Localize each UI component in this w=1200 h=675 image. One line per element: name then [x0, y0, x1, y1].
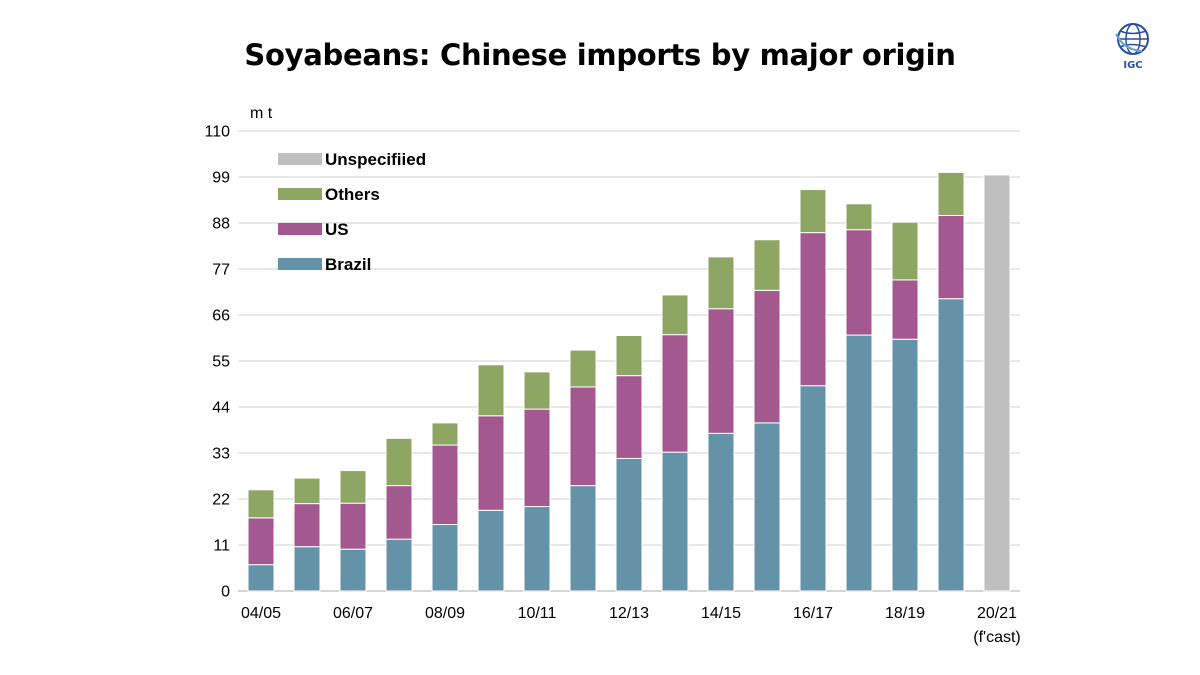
- y-tick-label: 0: [221, 584, 230, 601]
- bar-brazil: [477, 509, 505, 592]
- x-tick-label: 06/07: [333, 605, 373, 622]
- bar-others: [477, 364, 505, 417]
- bar-others: [247, 489, 275, 519]
- bar-others: [339, 470, 367, 504]
- bar-us: [753, 289, 781, 424]
- bar-brazil: [339, 548, 367, 592]
- legend-swatch-others: [278, 188, 322, 200]
- y-tick-label: 99: [212, 170, 230, 187]
- bar-others: [569, 349, 597, 388]
- igc-logo: IGC: [1115, 23, 1149, 71]
- bar-others: [753, 239, 781, 291]
- bar-us: [799, 232, 827, 387]
- legend-label-others: Others: [325, 185, 380, 204]
- bar-us: [523, 408, 551, 508]
- x-tick-label: 04/05: [241, 605, 281, 622]
- bar-brazil: [615, 457, 643, 592]
- bar-us: [477, 415, 505, 511]
- y-tick-label: 77: [212, 262, 230, 279]
- y-tick-label: 22: [212, 492, 230, 509]
- bar-brazil: [247, 564, 275, 592]
- bar-brazil: [569, 485, 597, 592]
- y-tick-label: 110: [204, 124, 230, 141]
- bar-others: [385, 437, 413, 487]
- bar-brazil: [293, 546, 321, 592]
- y-axis-unit-label: m t: [250, 105, 273, 122]
- bar-us: [431, 444, 459, 526]
- bar-brazil: [845, 334, 873, 592]
- bar-us: [569, 386, 597, 487]
- x-tick-label: 12/13: [609, 605, 649, 622]
- bar-brazil: [799, 385, 827, 592]
- x-tick-label: 08/09: [425, 605, 465, 622]
- bar-us: [845, 229, 873, 336]
- y-tick-label: 44: [212, 400, 230, 417]
- x-tick-label: 10/11: [518, 605, 557, 622]
- legend-label-brazil: Brazil: [325, 255, 371, 274]
- igc-globe-icon: [1115, 23, 1149, 55]
- bar-others: [937, 171, 965, 216]
- bar-brazil: [753, 422, 781, 592]
- bar-brazil: [385, 538, 413, 592]
- y-tick-label: 11: [213, 538, 230, 555]
- bar-us: [937, 214, 965, 300]
- legend-swatch-brazil: [278, 258, 322, 270]
- bar-brazil: [937, 298, 965, 592]
- bar-others: [523, 371, 551, 410]
- y-tick-label: 66: [212, 308, 230, 325]
- x-tick-label: 16/17: [793, 605, 833, 622]
- bar-brazil: [431, 524, 459, 592]
- bar-us: [661, 334, 689, 453]
- bar-others: [707, 256, 735, 310]
- x-tick-label: 18/19: [885, 605, 925, 622]
- bar-others: [293, 477, 321, 505]
- bar-us: [339, 502, 367, 550]
- bar-unspecifiied: [983, 174, 1011, 592]
- bar-others: [799, 189, 827, 234]
- y-tick-label: 55: [212, 354, 230, 371]
- legend-swatch-unspecifiied: [278, 153, 322, 165]
- legend-label-us: US: [325, 220, 349, 239]
- bar-us: [707, 308, 735, 434]
- bar-us: [247, 517, 275, 566]
- x-tick-label: 14/15: [701, 605, 741, 622]
- bar-others: [431, 422, 459, 446]
- bar-brazil: [891, 338, 919, 592]
- legend-label-unspecifiied: Unspecifiied: [325, 150, 426, 169]
- bar-others: [661, 294, 689, 336]
- igc-logo-text: IGC: [1123, 60, 1142, 71]
- bar-others: [891, 221, 919, 281]
- bar-brazil: [707, 432, 735, 592]
- bar-others: [615, 334, 643, 377]
- bar-us: [615, 375, 643, 459]
- x-tick-sublabel: (f'cast): [973, 629, 1021, 646]
- bar-brazil: [523, 506, 551, 592]
- bar-us: [891, 279, 919, 340]
- bar-us: [293, 503, 321, 548]
- legend-swatch-us: [278, 223, 322, 235]
- bar-others: [845, 203, 873, 231]
- y-tick-label: 88: [212, 216, 230, 233]
- bar-brazil: [661, 451, 689, 592]
- y-tick-label: 33: [212, 446, 230, 463]
- chart-title: Soyabeans: Chinese imports by major orig…: [244, 38, 956, 72]
- x-tick-label: 20/21: [977, 605, 1017, 622]
- bar-us: [385, 485, 413, 540]
